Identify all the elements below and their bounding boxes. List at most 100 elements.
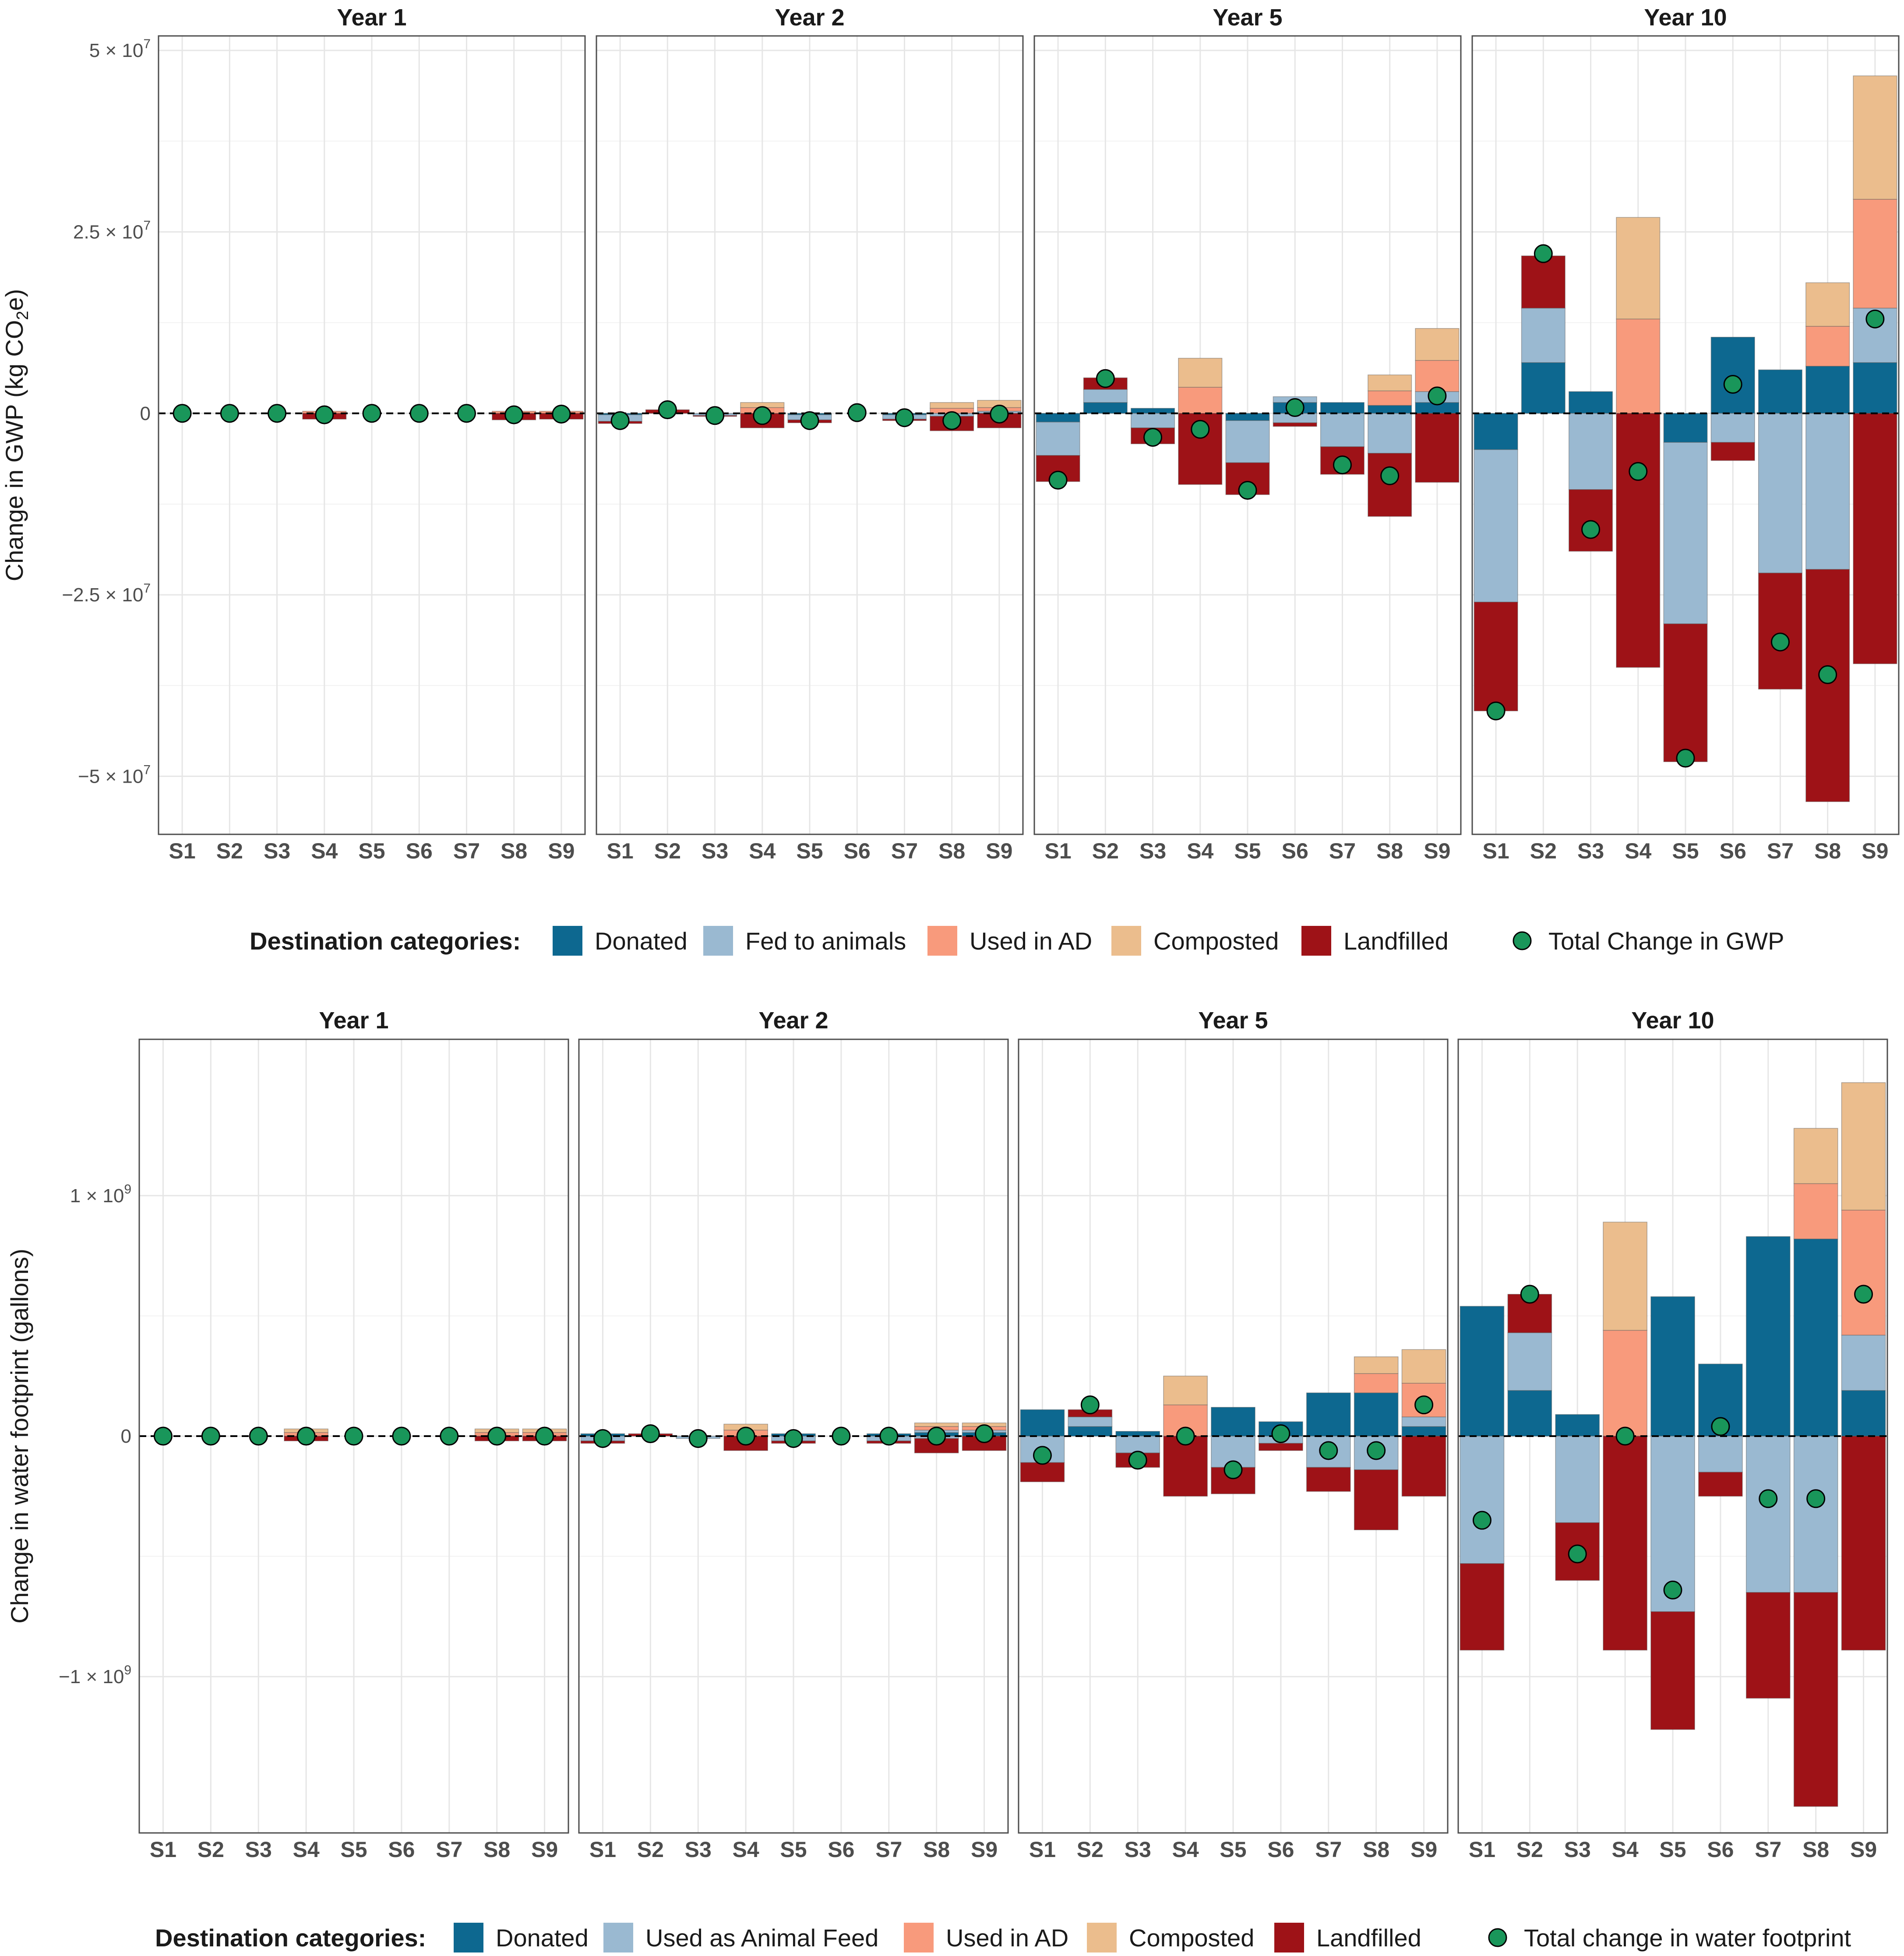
bar-segment	[1306, 1392, 1351, 1437]
bar-segment	[1603, 1330, 1647, 1437]
bar-segment	[1555, 1436, 1600, 1523]
y-axis-label-end: e)	[0, 289, 28, 311]
total-point	[1806, 1489, 1826, 1508]
total-point	[879, 1426, 899, 1446]
total-point	[1486, 701, 1506, 720]
legend-label: Composted	[1153, 927, 1279, 955]
panel-border	[596, 35, 1024, 835]
legend-label: Landfilled	[1316, 1924, 1421, 1952]
x-tick-label: S8	[923, 1837, 950, 1862]
legend-2: Destination categories: Donated Used as An…	[155, 1923, 1851, 1952]
panel-border	[1471, 35, 1900, 835]
total-point	[1414, 1395, 1434, 1415]
bar-segment	[1805, 413, 1850, 570]
panel-title: Year 2	[758, 1007, 828, 1034]
total-point	[1033, 1446, 1052, 1465]
legend-swatch	[1301, 926, 1331, 956]
panel-title: Year 5	[1198, 1007, 1268, 1034]
total-point	[504, 405, 524, 424]
total-point	[990, 404, 1009, 424]
bar-segment	[1068, 1416, 1113, 1427]
x-tick-label: S7	[1329, 839, 1356, 863]
bar-segment	[1415, 360, 1460, 392]
x-tick-label: S2	[637, 1837, 664, 1862]
bar-segment	[1745, 1436, 1791, 1593]
x-tick-label: S9	[1862, 839, 1888, 863]
y-tick-label: −5 × 107	[78, 763, 151, 787]
bar-segment	[1650, 1611, 1695, 1730]
x-tick-label: S3	[685, 1837, 712, 1862]
bar-segment	[1401, 1416, 1446, 1427]
x-tick-label: S8	[1814, 839, 1841, 863]
panel-title: Year 5	[1213, 4, 1282, 31]
bar-segment	[1805, 326, 1850, 367]
total-point	[1759, 1489, 1778, 1508]
total-point	[296, 1426, 316, 1446]
x-tick-label: S8	[483, 1837, 510, 1862]
bar-segment	[1805, 569, 1850, 802]
total-point	[1285, 398, 1305, 417]
y-tick-label: 5 × 107	[89, 37, 151, 61]
bar-segment	[1569, 391, 1613, 414]
total-point	[610, 411, 630, 430]
total-point	[1770, 632, 1790, 652]
x-tick-label: S5	[796, 839, 823, 863]
panel-title: Year 10	[1631, 1007, 1714, 1034]
total-point	[1428, 386, 1447, 406]
bar-segment	[1020, 1462, 1065, 1483]
x-tick-label: S5	[358, 839, 385, 863]
bar-segment	[1616, 217, 1661, 320]
total-point	[315, 405, 334, 424]
x-tick-label: S5	[1220, 1837, 1246, 1862]
x-tick-label: S8	[938, 839, 965, 863]
bar-segment	[1131, 413, 1175, 428]
panel-2-4: Year 10 S1 S2 S3 S4 S5 S6 S7 S8 S9	[1457, 1007, 1888, 1862]
x-tick-label: S9	[1410, 1837, 1437, 1862]
legend-label: Used in AD	[970, 927, 1092, 955]
x-tick-label: S7	[1767, 839, 1794, 863]
bar-segment	[1401, 1349, 1446, 1384]
total-point	[753, 406, 772, 425]
bar-segment	[1793, 1238, 1838, 1437]
x-tick-label: S6	[1707, 1837, 1734, 1862]
bar-segment	[1225, 413, 1270, 421]
x-tick-label: S1	[1469, 1837, 1495, 1862]
x-tick-label: S4	[1172, 1837, 1199, 1862]
x-tick-label: S4	[293, 1837, 320, 1862]
x-tick-label: S5	[780, 1837, 807, 1862]
x-tick-label: S4	[733, 1837, 759, 1862]
total-point	[1676, 749, 1695, 768]
x-tick-label: S8	[1376, 839, 1403, 863]
y-tick-mantissa: 1 × 10	[70, 1185, 124, 1207]
y-tick-label: −1 × 109	[59, 1663, 131, 1688]
x-tick-label: S6	[828, 1837, 854, 1862]
total-point	[1854, 1285, 1873, 1304]
total-point	[362, 404, 381, 423]
total-point	[487, 1426, 507, 1446]
panel-border	[1018, 1038, 1449, 1834]
x-tick-label: S6	[1720, 839, 1746, 863]
total-point	[268, 404, 287, 423]
total-point	[535, 1426, 554, 1446]
legend-title: Destination categories:	[155, 1924, 426, 1952]
total-point	[1271, 1424, 1290, 1444]
bar-segment	[1354, 1392, 1399, 1437]
y-tick-mantissa: 2.5 × 10	[73, 221, 143, 243]
bar-segment	[1474, 601, 1518, 712]
panel-title: Year 10	[1644, 4, 1727, 31]
bar-segment	[1841, 1082, 1886, 1211]
panel-1-1: Year 1 S1 S2 S3 S4 S5 S6 S7 S8 S9	[158, 4, 586, 863]
bar-segment	[1320, 402, 1365, 414]
bar-segment	[1663, 413, 1708, 443]
total-point	[1581, 520, 1601, 539]
x-tick-label: S5	[1672, 839, 1699, 863]
total-point	[153, 1426, 173, 1446]
bar-segment	[1354, 1373, 1399, 1393]
x-tick-label: S3	[264, 839, 290, 863]
total-point	[409, 404, 429, 423]
bar-segment	[1793, 1183, 1838, 1239]
bar-segment	[1758, 572, 1802, 690]
total-point	[220, 404, 239, 423]
bar-segment	[1745, 1592, 1791, 1699]
x-tick-label: S4	[749, 839, 776, 863]
